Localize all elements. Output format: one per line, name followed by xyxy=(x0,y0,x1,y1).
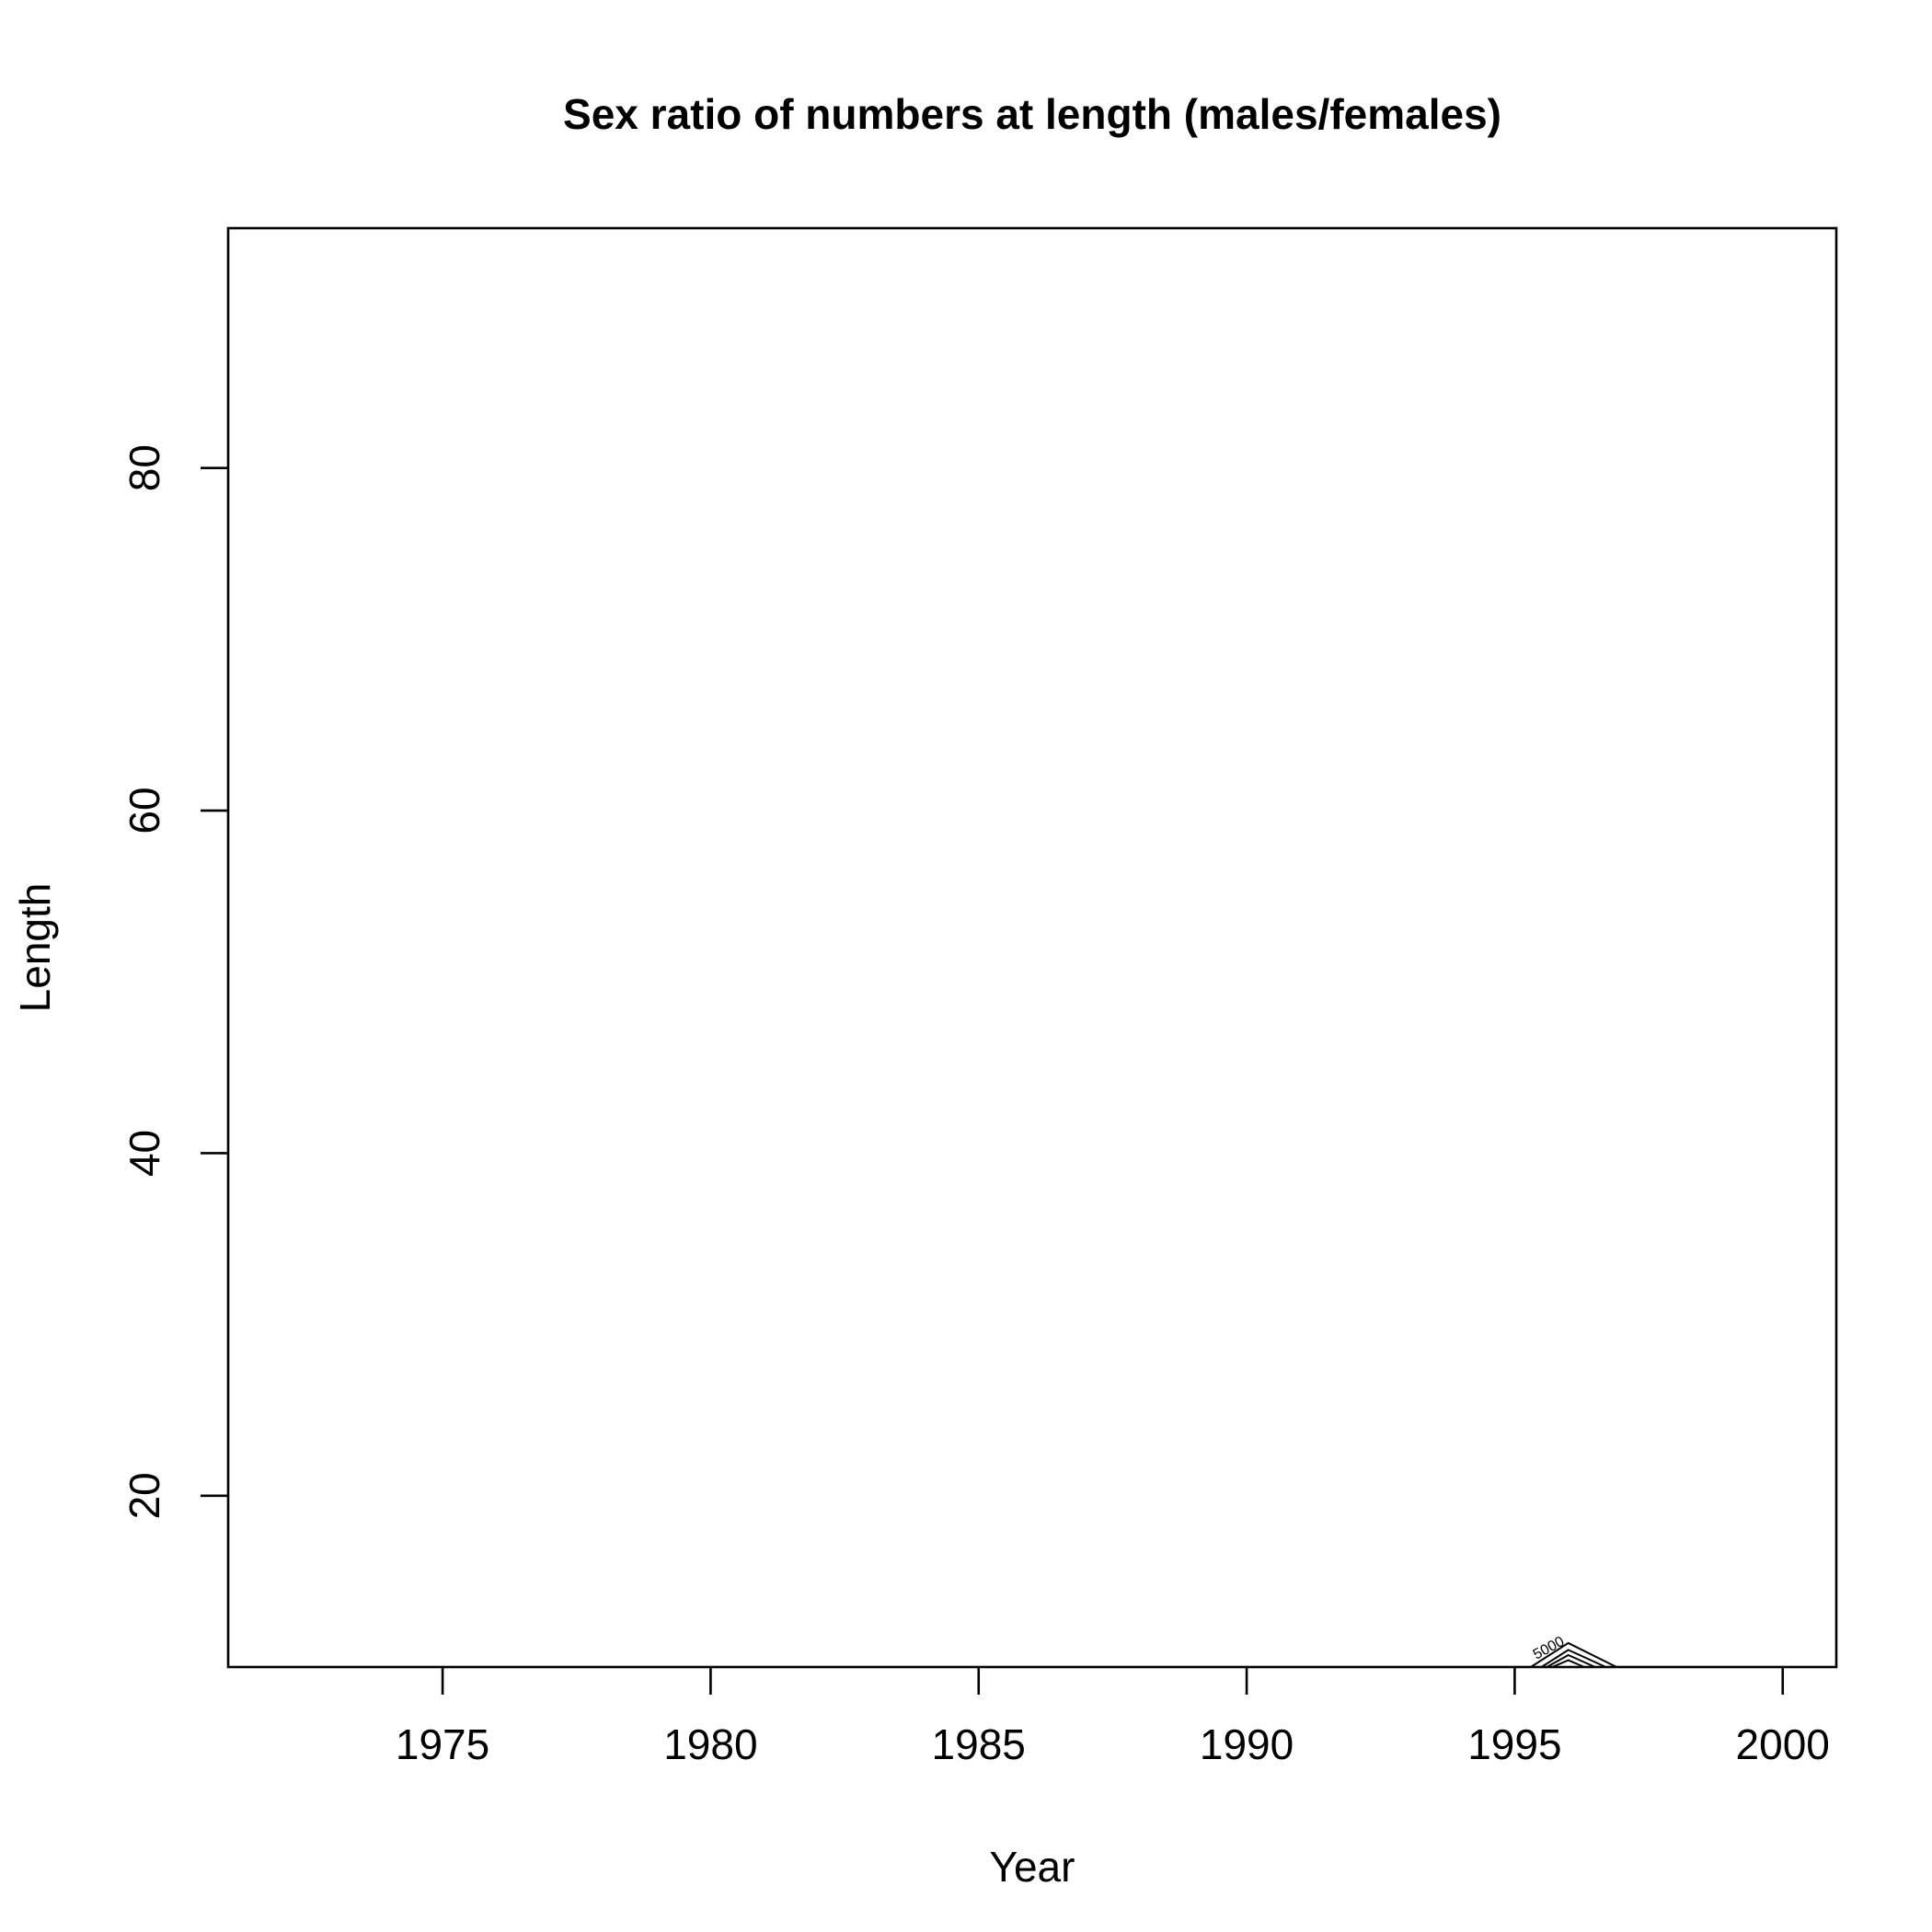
x-tick-label: 1990 xyxy=(1200,1720,1294,1768)
contour-line xyxy=(1530,1641,1617,1668)
y-tick-label: 80 xyxy=(121,444,168,491)
contour-lines: 5000 xyxy=(1530,1634,1617,1668)
contour-line xyxy=(1546,1653,1596,1668)
x-tick-label: 1985 xyxy=(932,1720,1026,1768)
x-axis-label: Year xyxy=(990,1843,1075,1891)
y-tick-label: 40 xyxy=(121,1130,168,1177)
plot-area: 5000 xyxy=(226,226,1838,1669)
y-tick-label: 60 xyxy=(121,787,168,834)
chart-title: Sex ratio of numbers at length (males/fe… xyxy=(563,90,1501,138)
plot-frame xyxy=(226,226,1838,1669)
y-axis-label: Length xyxy=(11,883,59,1013)
contour-line xyxy=(1540,1649,1606,1668)
x-tick-label: 2000 xyxy=(1736,1720,1830,1768)
x-tick-label: 1975 xyxy=(396,1720,489,1768)
contour-line xyxy=(1551,1659,1585,1668)
y-tick-label: 20 xyxy=(121,1472,168,1519)
x-tick-label: 1980 xyxy=(663,1720,757,1768)
y-axis: 20 40 60 80 xyxy=(121,444,228,1519)
x-tick-label: 1995 xyxy=(1467,1720,1561,1768)
x-axis: 1975 1980 1985 1990 1995 2000 xyxy=(396,1667,1830,1768)
